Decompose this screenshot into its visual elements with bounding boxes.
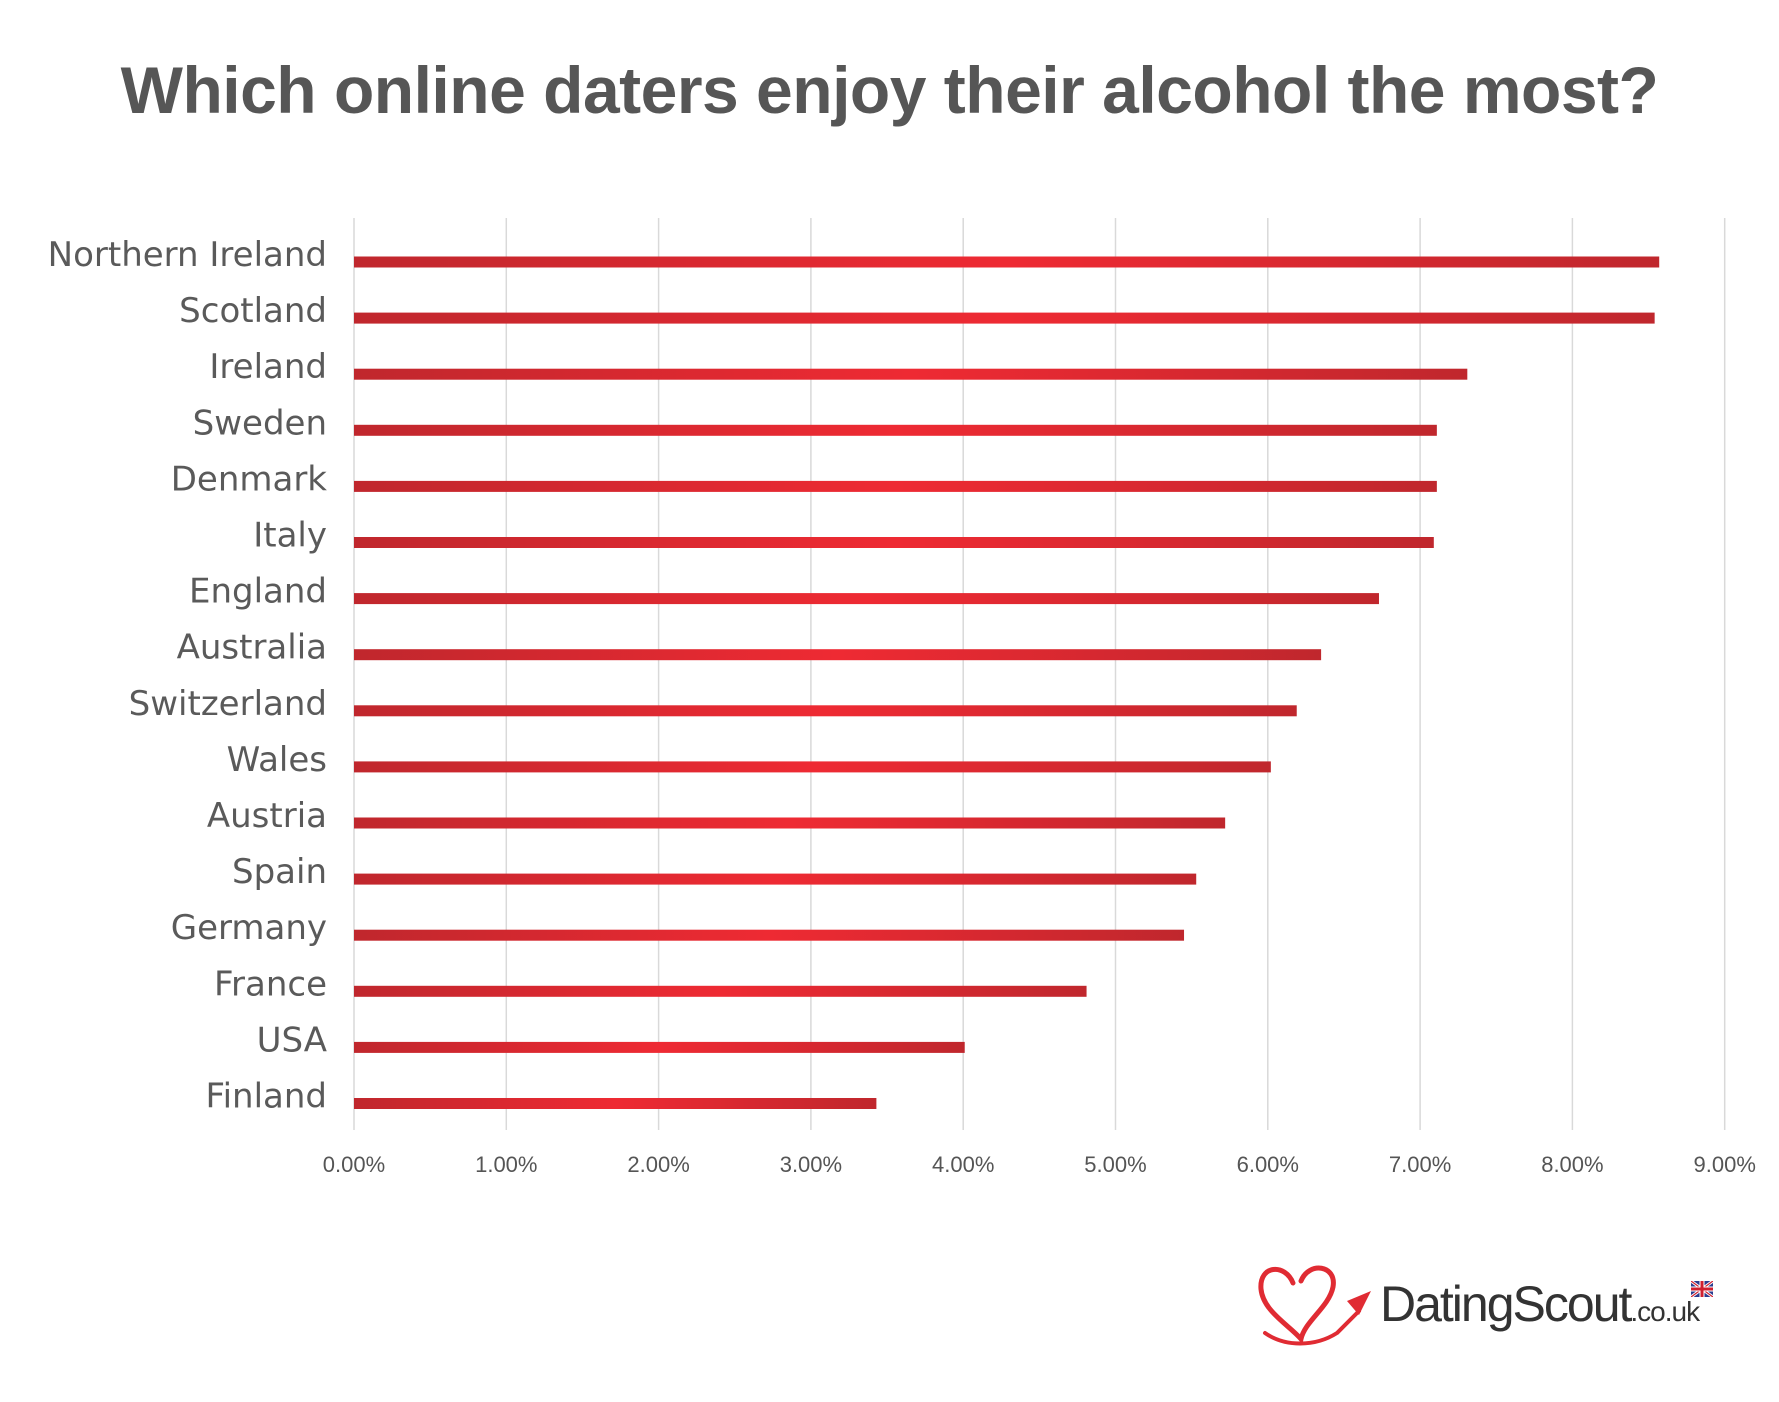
bar xyxy=(354,480,1437,492)
bar xyxy=(354,256,1660,268)
category-label: Northern Ireland xyxy=(48,235,327,275)
bar xyxy=(354,929,1185,941)
x-tick-label: 4.00% xyxy=(932,1152,994,1177)
category-label: Spain xyxy=(232,852,327,892)
bar xyxy=(354,424,1437,436)
category-label: Ireland xyxy=(209,347,327,387)
x-tick-label: 8.00% xyxy=(1541,1152,1603,1177)
x-tick-label: 3.00% xyxy=(780,1152,842,1177)
x-tick-label: 6.00% xyxy=(1237,1152,1299,1177)
category-label: Denmark xyxy=(171,459,328,499)
page-title: Which online daters enjoy their alcohol … xyxy=(120,53,1659,127)
x-tick-label: 2.00% xyxy=(627,1152,689,1177)
bar xyxy=(354,761,1271,773)
category-label: Finland xyxy=(206,1077,328,1117)
heart-icon xyxy=(1258,1265,1371,1346)
bar xyxy=(354,368,1468,380)
category-label: Sweden xyxy=(193,403,327,443)
bar xyxy=(354,537,1434,548)
x-tick-label: 5.00% xyxy=(1084,1152,1146,1177)
bar xyxy=(354,593,1379,605)
bar xyxy=(354,817,1226,829)
bar xyxy=(354,705,1297,717)
bars xyxy=(354,256,1660,1109)
category-label: USA xyxy=(257,1020,327,1060)
logo-wordmark: DatingScout.co.uk xyxy=(1380,1275,1700,1333)
category-label: Germany xyxy=(171,908,327,948)
bar xyxy=(354,312,1655,324)
bar xyxy=(354,873,1197,885)
bar xyxy=(354,649,1322,661)
bar xyxy=(354,1041,965,1053)
logo-tld: .co.uk xyxy=(1630,1296,1700,1327)
bar-chart: Northern Ireland Scotland Ireland Sweden Den… xyxy=(48,218,1756,1177)
uk-flag-icon xyxy=(1691,1281,1713,1297)
x-tick-label: 1.00% xyxy=(475,1152,537,1177)
category-labels: Northern Ireland Scotland Ireland Sweden Den… xyxy=(48,235,328,1117)
x-tick-label: 9.00% xyxy=(1694,1152,1756,1177)
category-label: Austria xyxy=(207,796,327,836)
category-label: Scotland xyxy=(179,291,327,331)
bar xyxy=(354,1098,877,1109)
x-axis-tick-labels: 0.00% 1.00% 2.00% 3.00% 4.00% 5.00% 6.00% 7.00%… xyxy=(323,1152,1756,1177)
category-label: Australia xyxy=(177,628,327,668)
category-label: Wales xyxy=(227,740,327,780)
category-label: Italy xyxy=(253,516,327,556)
datingscout-logo: DatingScout.co.uk xyxy=(1255,1255,1715,1355)
category-label: England xyxy=(189,572,327,612)
category-label: Switzerland xyxy=(129,684,327,724)
x-tick-label: 0.00% xyxy=(323,1152,385,1177)
category-label: France xyxy=(214,964,327,1004)
x-tick-label: 7.00% xyxy=(1389,1152,1451,1177)
logo-brand: DatingScout xyxy=(1380,1276,1632,1332)
bar xyxy=(354,985,1087,997)
